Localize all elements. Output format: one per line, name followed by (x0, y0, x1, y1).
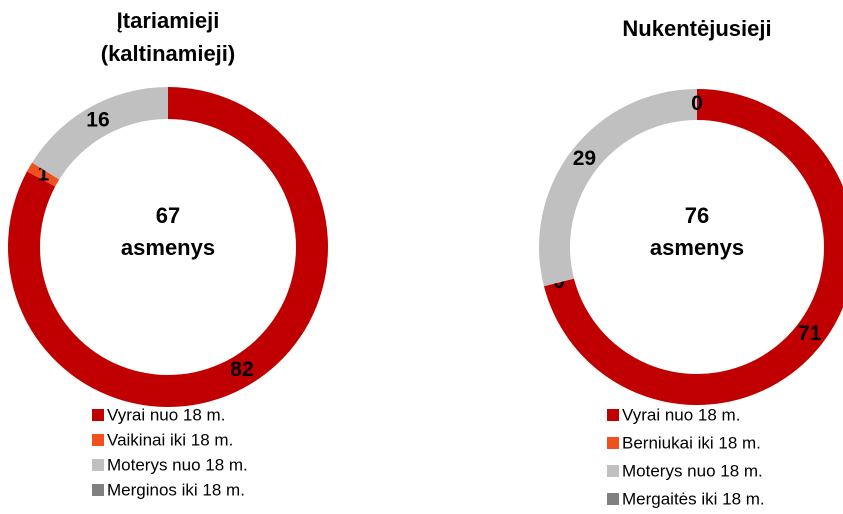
legend-label: Berniukai iki 18 m. (622, 433, 761, 452)
legend-swatch (607, 437, 619, 449)
legend-swatch (607, 493, 619, 505)
legend-label: Vyrai nuo 18 m. (107, 405, 225, 424)
donut-segment (539, 89, 697, 287)
legend-label: Moterys nuo 18 m. (622, 461, 763, 480)
center-label: asmenys (121, 235, 215, 260)
legend-swatch (607, 465, 619, 477)
data-label: 82 (230, 358, 253, 381)
data-label: 29 (573, 147, 596, 170)
data-label: 16 (86, 109, 109, 132)
legend-label: Vyrai nuo 18 m. (622, 405, 740, 424)
donut-segment (32, 87, 168, 180)
center-value: 67 (156, 203, 180, 228)
donut-segment (26, 162, 60, 187)
data-label: 0 (691, 92, 703, 115)
legend-swatch (92, 459, 104, 471)
legend-swatch (92, 434, 104, 446)
legend-swatch (92, 409, 104, 421)
data-label: 71 (798, 322, 822, 345)
legend-swatch (92, 484, 104, 496)
legend-label: Mergaitės iki 18 m. (622, 489, 765, 508)
legend-swatch (607, 409, 619, 421)
legend-label: Moterys nuo 18 m. (107, 455, 248, 474)
legend-label: Vaikinai iki 18 m. (107, 430, 233, 449)
legend-label: Merginos iki 18 m. (107, 480, 245, 499)
chart-title: (kaltinamieji) (101, 41, 235, 66)
chart-title: Įtariamieji (117, 8, 220, 33)
center-value: 76 (685, 203, 709, 228)
center-label: asmenys (650, 235, 744, 260)
chart-title: Nukentėjusieji (622, 16, 771, 41)
